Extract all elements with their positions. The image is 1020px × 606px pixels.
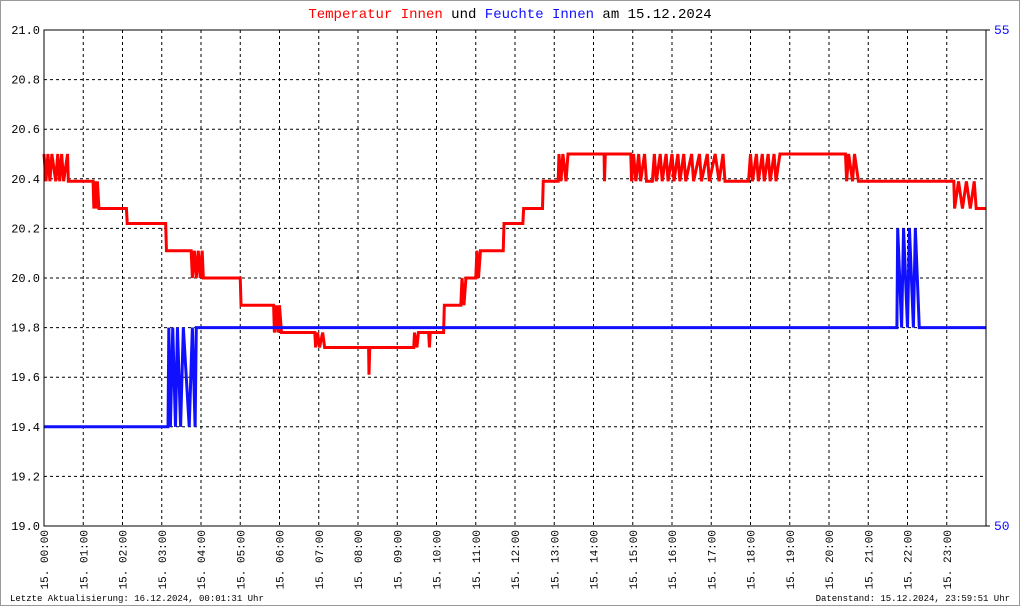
- x-tick-label: 15. 23:00: [943, 530, 955, 589]
- x-tick-label: 15. 03:00: [158, 530, 170, 589]
- x-tick-label: 15. 11:00: [472, 530, 484, 589]
- title-series-1: Temperatur Innen: [308, 7, 442, 23]
- data-line: [42, 152, 986, 375]
- y-tick-label: 20.2: [11, 222, 40, 236]
- x-tick-label: 15. 05:00: [236, 530, 248, 589]
- x-tick-label: 15. 19:00: [786, 530, 798, 589]
- y-tick-label: 19.2: [11, 470, 40, 484]
- title-series-2: Feuchte Innen: [485, 7, 594, 23]
- x-tick-label: 15. 12:00: [511, 530, 523, 589]
- x-tick-label: 15. 15:00: [629, 530, 641, 589]
- title-connector: und: [451, 7, 476, 23]
- x-tick-label: 15. 08:00: [354, 530, 366, 589]
- y-tick-label: 19.8: [11, 322, 40, 336]
- footer-left: Letzte Aktualisierung: 16.12.2024, 00:01…: [10, 594, 264, 604]
- y-tick-label: 20.0: [11, 272, 40, 286]
- chart-title: Temperatur Innen und Feuchte Innen am 15…: [308, 7, 711, 23]
- x-tick-label: 15. 21:00: [864, 530, 876, 589]
- y-tick-label: 19.6: [11, 371, 40, 385]
- y-tick-label: 20.6: [11, 123, 40, 137]
- y-tick-label: 21.0: [11, 24, 40, 38]
- x-tick-label: 15. 22:00: [904, 530, 916, 589]
- x-tick-label: 15. 10:00: [433, 530, 445, 589]
- y-tick-label: 19.0: [11, 520, 40, 534]
- x-tick-label: 15. 14:00: [590, 530, 602, 589]
- x-tick-label: 15. 09:00: [393, 530, 405, 589]
- x-tick-label: 15. 20:00: [825, 530, 837, 589]
- y2-tick-label: 55: [994, 23, 1010, 38]
- x-tick-label: 15. 07:00: [315, 530, 327, 589]
- x-tick-label: 15. 00:00: [40, 530, 52, 589]
- x-tick-label: 15. 01:00: [79, 530, 91, 589]
- x-tick-label: 15. 17:00: [707, 530, 719, 589]
- y-tick-label: 20.8: [11, 74, 40, 88]
- x-tick-label: 15. 06:00: [276, 530, 288, 589]
- title-suffix: am 15.12.2024: [602, 7, 711, 23]
- y2-tick-label: 50: [994, 519, 1010, 534]
- x-tick-label: 15. 02:00: [119, 530, 131, 589]
- y-tick-label: 19.4: [11, 421, 40, 435]
- data-line: [44, 228, 986, 429]
- x-tick-label: 15. 04:00: [197, 530, 209, 589]
- footer-right: Datenstand: 15.12.2024, 23:59:51 Uhr: [816, 594, 1010, 604]
- plot-frame: [43, 29, 987, 527]
- x-tick-label: 15. 18:00: [747, 530, 759, 589]
- y-tick-label: 20.4: [11, 173, 40, 187]
- x-tick-label: 15. 16:00: [668, 530, 680, 589]
- x-tick-label: 15. 13:00: [550, 530, 562, 589]
